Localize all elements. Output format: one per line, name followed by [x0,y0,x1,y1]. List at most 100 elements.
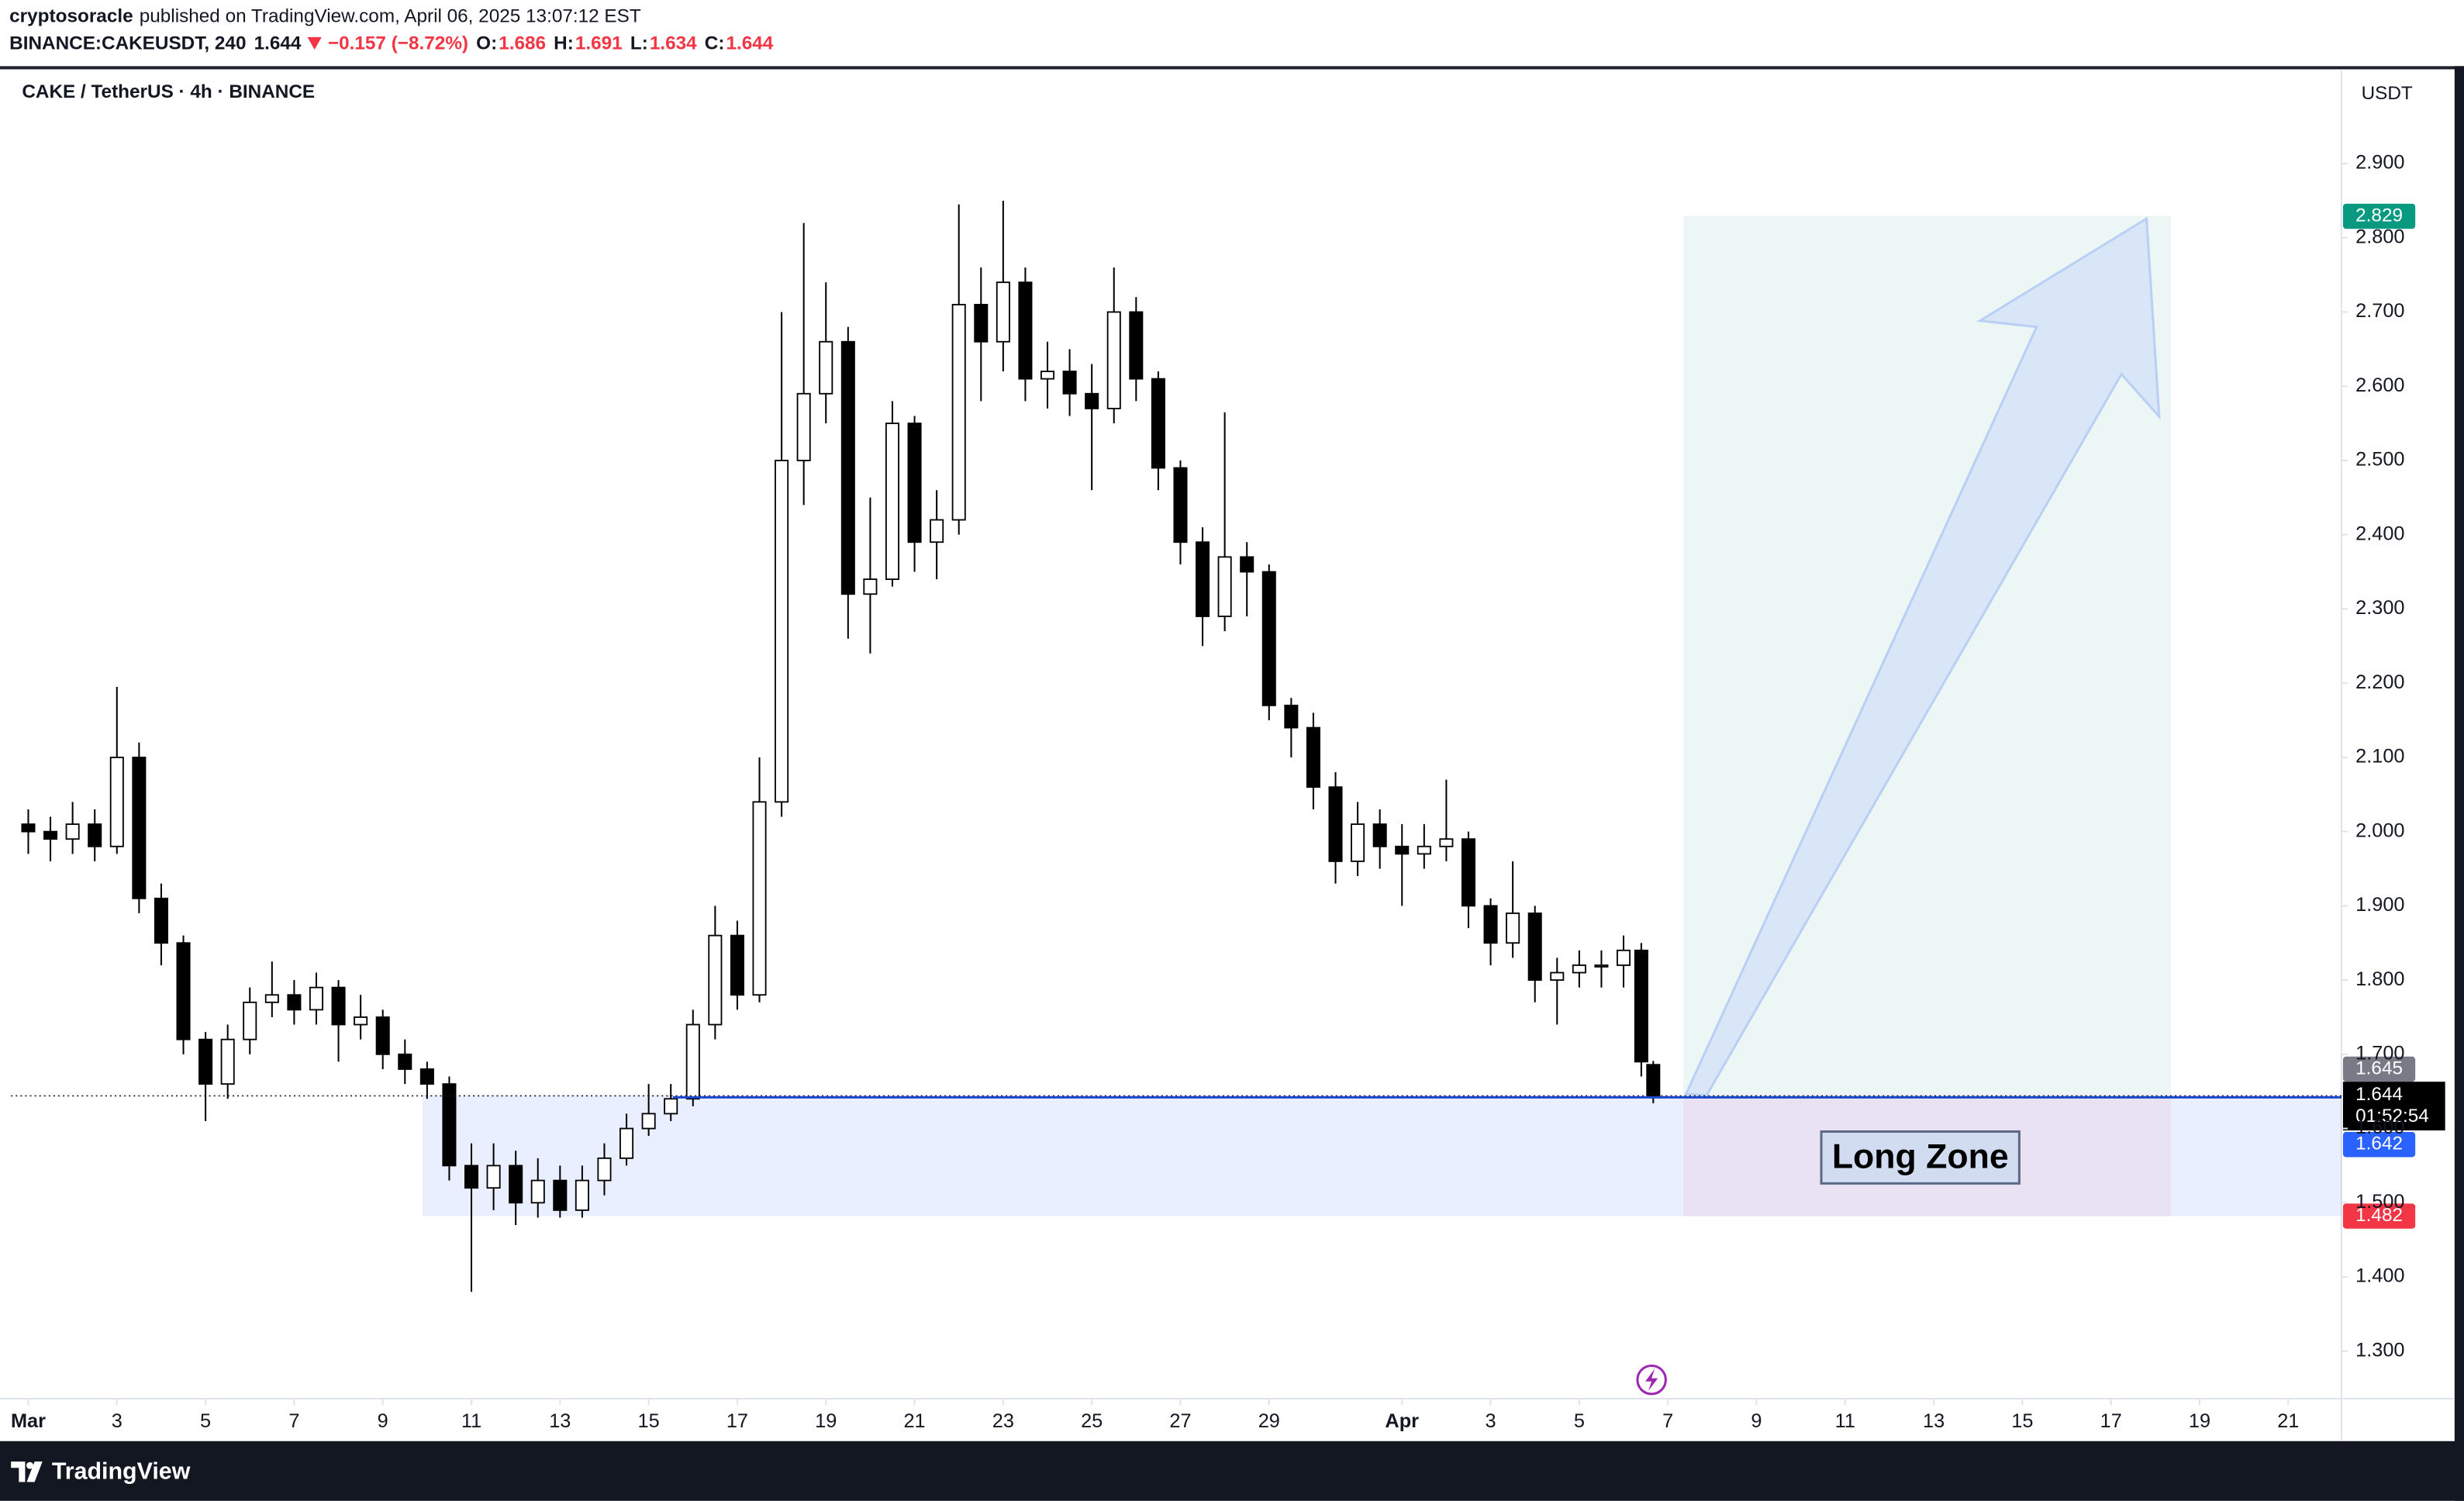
target-arrow [1684,216,2161,1097]
zone-label-box [1820,1130,2021,1185]
x-tick-label: 3 [112,1410,123,1432]
y-tick-label: 2.500 [2355,449,2404,471]
x-tick-label: Mar [11,1410,46,1432]
x-tick-label: 19 [815,1410,837,1432]
candle-body [1284,704,1299,729]
candle-body [1240,556,1254,573]
candle-body [464,1165,479,1189]
x-tick-label: 27 [1169,1410,1191,1432]
candle-body [951,303,966,521]
candle-body [1106,311,1121,409]
candle-body [486,1165,501,1189]
candle-body [43,830,58,840]
support-tag-bg [2342,1132,2416,1158]
candle-body [575,1179,589,1211]
long-zone [423,1095,2341,1216]
candle-body [176,942,191,1040]
x-tick-label: 23 [992,1410,1014,1432]
countdown: 01:52:54 [2355,1106,2429,1127]
y-tick-label: 1.600 [2355,1116,2404,1138]
y-tick-label: 2.700 [2355,300,2404,322]
candle-body [1646,1064,1661,1097]
target-tag-bg [2342,203,2416,229]
candle-body [730,934,744,996]
x-tick-label: 9 [378,1410,388,1432]
candle-body [863,578,878,595]
x-tick-label: 7 [288,1410,299,1432]
stop-tag: 1.482 [2355,1205,2403,1226]
y-tick-label: 2.200 [2355,671,2404,693]
candle-body [752,801,767,996]
candle-body [243,1001,257,1040]
candle-body [1439,838,1454,847]
x-tick-label: 21 [2277,1410,2299,1432]
candle-body [619,1127,634,1159]
last-price-tag: 1.644 [2355,1084,2403,1105]
candle-body [1634,949,1648,1063]
y-tick-label: 1.700 [2355,1043,2404,1065]
candle-body [553,1179,568,1211]
candle-body [796,392,811,461]
candle-body [1151,378,1165,469]
candle-body [641,1113,656,1130]
x-tick-label: 3 [1486,1410,1496,1432]
candle-body [1018,281,1033,380]
header-item: H: [554,33,574,53]
candle-body [708,934,723,1026]
brand-logo [11,1461,43,1482]
x-tick-label: 15 [638,1410,660,1432]
candle-body [685,1023,700,1100]
y-tick-label: 1.800 [2355,968,2404,990]
author: cryptosoracle [9,6,133,27]
candle-body [1217,556,1232,617]
candle-body [1306,726,1320,788]
x-tick-label: 17 [2100,1410,2122,1432]
x-tick-label: 11 [461,1410,481,1432]
candle-body [1040,371,1055,380]
candle-body [331,986,346,1026]
lightning-icon [1636,1364,1667,1396]
y-tick-label: 1.500 [2355,1191,2404,1213]
candle-body [907,423,922,543]
x-tick-label: 15 [2011,1410,2033,1432]
candle-body [1085,392,1099,409]
price-unit: USDT [2362,83,2413,104]
stop-tag-bg [2342,1203,2416,1229]
candle-body [154,897,168,944]
candle-body [1417,845,1431,855]
candle-body [1173,467,1188,543]
x-tick-label: 29 [1258,1410,1280,1432]
y-tick-label: 2.900 [2355,152,2404,174]
candle-body [1261,571,1276,706]
candle-body [840,340,855,595]
candle-body [220,1038,235,1085]
last-price-tag-bg [2342,1082,2445,1131]
support-tag: 1.642 [2355,1134,2403,1154]
candle-body [1461,838,1475,907]
candle-body [65,823,80,840]
x-tick-label: 13 [549,1410,571,1432]
candle-body [1062,371,1077,395]
candle-body [21,823,36,833]
candle-body [1351,823,1365,862]
y-tick-label: 1.400 [2355,1265,2404,1287]
candle-body [1527,913,1542,982]
candle-body [109,756,124,847]
x-tick-label: 17 [726,1410,748,1432]
candle-body [1372,823,1387,847]
header-item: L: [630,33,648,53]
header-line: cryptosoracle published on TradingView.co… [9,6,641,27]
candle-body [509,1165,523,1204]
x-tick-label: 21 [903,1410,925,1432]
candle-body [1506,913,1520,944]
x-tick-label: 7 [1662,1410,1673,1432]
chart-title: CAKE / TetherUS · 4h · BINANCE [22,81,315,102]
candle-body [375,1016,390,1055]
x-tick-label: 5 [200,1410,211,1432]
y-tick-label: 2.000 [2355,820,2404,841]
candle-body [885,423,899,581]
down-arrow-icon [307,36,322,50]
x-tick-label: 5 [1574,1410,1585,1432]
